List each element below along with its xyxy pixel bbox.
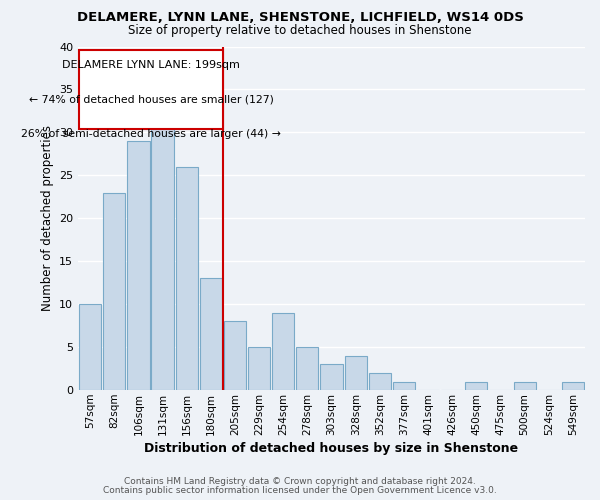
Bar xyxy=(514,382,536,390)
Bar xyxy=(224,322,246,390)
Bar xyxy=(562,382,584,390)
Text: Size of property relative to detached houses in Shenstone: Size of property relative to detached ho… xyxy=(128,24,472,37)
Bar xyxy=(344,356,367,390)
Text: DELAMERE, LYNN LANE, SHENSTONE, LICHFIELD, WS14 0DS: DELAMERE, LYNN LANE, SHENSTONE, LICHFIEL… xyxy=(77,11,523,24)
Bar xyxy=(320,364,343,390)
Bar xyxy=(79,304,101,390)
Text: 26% of semi-detached houses are larger (44) →: 26% of semi-detached houses are larger (… xyxy=(21,129,281,139)
Text: ← 74% of detached houses are smaller (127): ← 74% of detached houses are smaller (12… xyxy=(29,94,274,104)
Bar xyxy=(127,141,149,390)
Text: DELAMERE LYNN LANE: 199sqm: DELAMERE LYNN LANE: 199sqm xyxy=(62,60,240,70)
X-axis label: Distribution of detached houses by size in Shenstone: Distribution of detached houses by size … xyxy=(145,442,518,455)
Bar xyxy=(103,192,125,390)
FancyBboxPatch shape xyxy=(79,50,223,129)
Bar xyxy=(393,382,415,390)
Bar xyxy=(368,373,391,390)
Text: Contains HM Land Registry data © Crown copyright and database right 2024.: Contains HM Land Registry data © Crown c… xyxy=(124,477,476,486)
Bar xyxy=(176,167,198,390)
Text: Contains public sector information licensed under the Open Government Licence v3: Contains public sector information licen… xyxy=(103,486,497,495)
Bar xyxy=(296,347,319,390)
Bar xyxy=(465,382,487,390)
Y-axis label: Number of detached properties: Number of detached properties xyxy=(41,126,53,312)
Bar xyxy=(200,278,222,390)
Bar xyxy=(151,115,173,390)
Bar xyxy=(272,313,295,390)
Bar xyxy=(248,347,270,390)
